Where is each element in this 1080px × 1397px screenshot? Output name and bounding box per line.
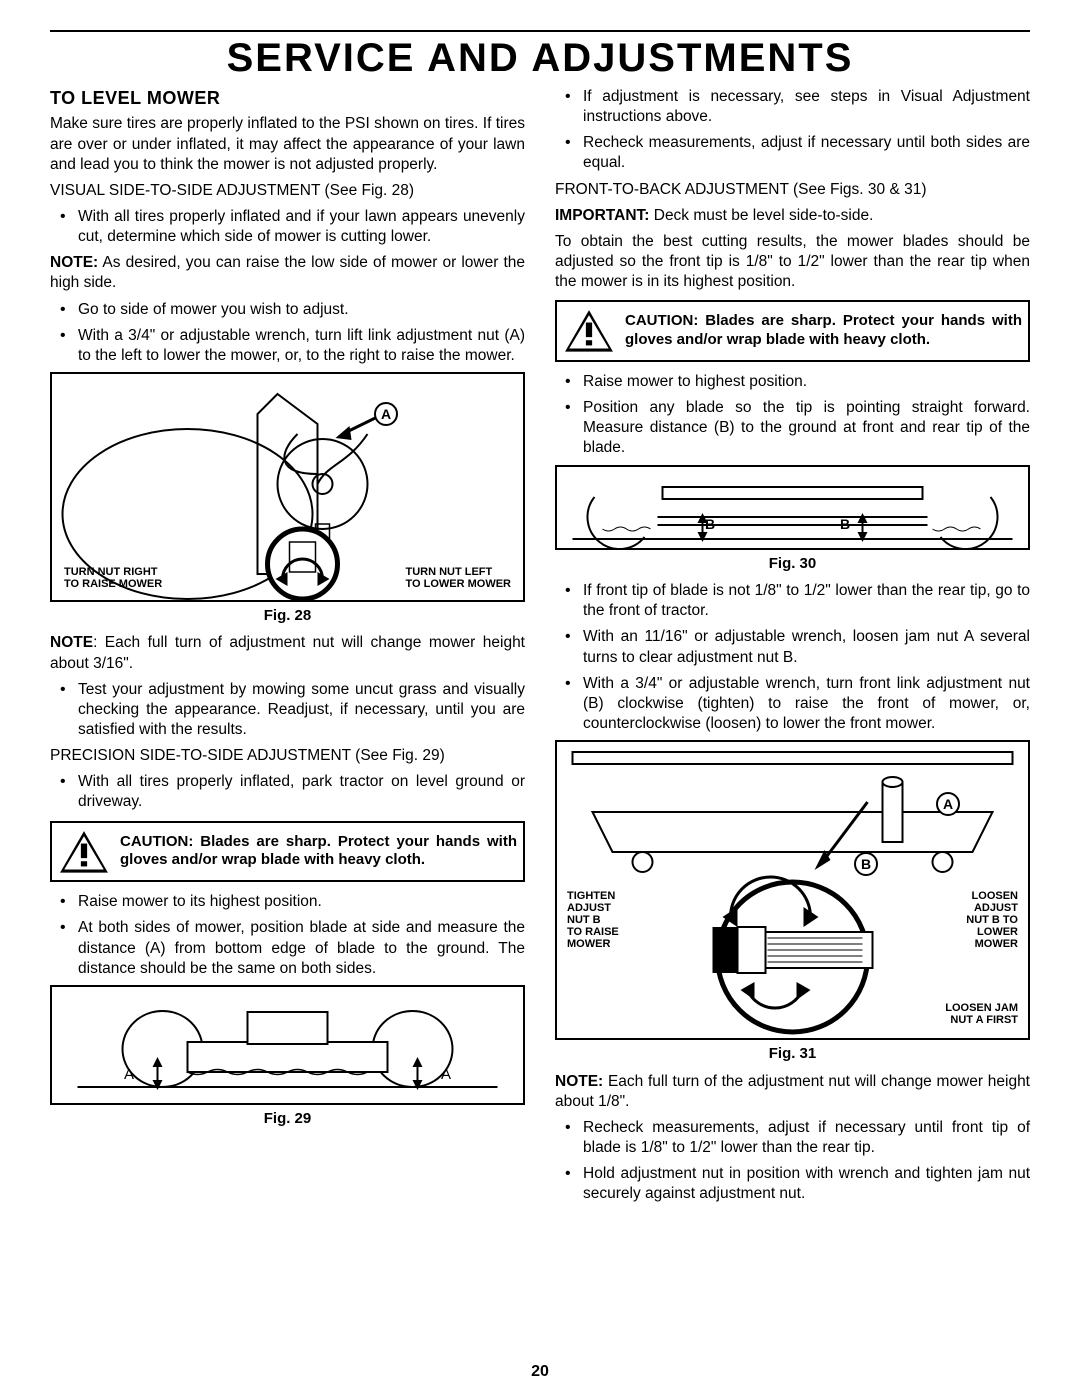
fig31-caption: Fig. 31 — [555, 1044, 1030, 1064]
bullet: At both sides of mower, position blade a… — [50, 918, 525, 978]
fig31-tl-text: TIGHTEN ADJUST NUT B TO RAISE MOWER — [567, 890, 619, 950]
bullet: With a 3/4" or adjustable wrench, turn f… — [555, 674, 1030, 734]
bullet: If adjustment is necessary, see steps in… — [555, 87, 1030, 127]
caution-text: CAUTION: Blades are sharp. Protect your … — [120, 833, 517, 871]
text: TO LOWER MOWER — [405, 578, 511, 590]
intro-text: Make sure tires are properly inflated to… — [50, 114, 525, 174]
text: TIGHTEN — [567, 890, 615, 902]
note-text: Each full turn of the adjustment nut wil… — [555, 1073, 1030, 1110]
bullet: With an 11/16" or adjustable wrench, loo… — [555, 627, 1030, 667]
figure-31-svg — [557, 742, 1028, 1038]
fig31-tr-text: LOOSEN ADJUST NUT B TO LOWER MOWER — [966, 890, 1018, 950]
text: MOWER — [567, 938, 610, 950]
note: NOTE: Each full turn of adjustment nut w… — [50, 633, 525, 673]
text: NUT A FIRST — [950, 1014, 1018, 1026]
figure-29: A A — [50, 985, 525, 1105]
fig28-right-text: TURN NUT LEFT TO LOWER MOWER — [405, 566, 511, 590]
important-label: IMPORTANT: — [555, 207, 649, 224]
page-number: 20 — [0, 1363, 1080, 1381]
warning-icon — [58, 829, 110, 875]
warning-icon — [563, 308, 615, 354]
figure-30: B B — [555, 465, 1030, 550]
columns: TO LEVEL MOWER Make sure tires are prope… — [50, 87, 1030, 1210]
text: NUT B TO — [966, 914, 1018, 926]
bullet: With a 3/4" or adjustable wrench, turn l… — [50, 326, 525, 366]
figure-30-svg — [557, 467, 1028, 548]
fig31-br-text: LOOSEN JAM NUT A FIRST — [945, 1002, 1018, 1026]
bullet: Recheck measurements, adjust if necessar… — [555, 133, 1030, 173]
note-text: As desired, you can raise the low side o… — [50, 254, 525, 291]
text: TURN NUT RIGHT — [64, 566, 158, 578]
text: MOWER — [975, 938, 1018, 950]
text: ADJUST — [974, 902, 1018, 914]
caution-box: CAUTION: Blades are sharp. Protect your … — [50, 821, 525, 883]
text: TO RAISE — [567, 926, 619, 938]
bullet: If front tip of blade is not 1/8" to 1/2… — [555, 581, 1030, 621]
note-label: NOTE — [50, 634, 93, 651]
page-title: SERVICE AND ADJUSTMENTS — [50, 36, 1030, 81]
fig30-caption: Fig. 30 — [555, 554, 1030, 574]
bullet: Raise mower to its highest position. — [50, 892, 525, 912]
note-label: NOTE: — [50, 254, 98, 271]
label-a: A — [374, 402, 398, 426]
fig28-caption: Fig. 28 — [50, 606, 525, 626]
text: ADJUST — [567, 902, 611, 914]
caution-text: CAUTION: Blades are sharp. Protect your … — [625, 312, 1022, 350]
front-heading: FRONT-TO-BACK ADJUSTMENT (See Figs. 30 &… — [555, 180, 1030, 200]
top-rule — [50, 30, 1030, 32]
note-label: NOTE: — [555, 1073, 603, 1090]
text: LOOSEN — [972, 890, 1018, 902]
bullet: Recheck measurements, adjust if necessar… — [555, 1118, 1030, 1158]
figure-31: A B TIGHTEN ADJUST NUT B TO RAISE MOWER … — [555, 740, 1030, 1040]
label-b: B — [854, 852, 878, 876]
text: NUT B — [567, 914, 601, 926]
text: TO RAISE MOWER — [64, 578, 162, 590]
label-b: B — [705, 515, 715, 533]
fig28-left-text: TURN NUT RIGHT TO RAISE MOWER — [64, 566, 162, 590]
left-column: TO LEVEL MOWER Make sure tires are prope… — [50, 87, 525, 1210]
label-a: A — [124, 1065, 134, 1085]
figure-29-svg — [52, 987, 523, 1103]
bullet: Position any blade so the tip is pointin… — [555, 398, 1030, 458]
caution-box: CAUTION: Blades are sharp. Protect your … — [555, 300, 1030, 362]
bullet: With all tires properly inflated, park t… — [50, 772, 525, 812]
note: NOTE: Each full turn of the adjustment n… — [555, 1072, 1030, 1112]
note: NOTE: As desired, you can raise the low … — [50, 253, 525, 293]
important-text: Deck must be level side-to-side. — [649, 207, 873, 224]
right-column: If adjustment is necessary, see steps in… — [555, 87, 1030, 1210]
important: IMPORTANT: Deck must be level side-to-si… — [555, 206, 1030, 226]
text: LOWER — [977, 926, 1018, 938]
section-heading: TO LEVEL MOWER — [50, 87, 525, 110]
bullet: Go to side of mower you wish to adjust. — [50, 300, 525, 320]
bullet: Hold adjustment nut in position with wre… — [555, 1164, 1030, 1204]
fig29-caption: Fig. 29 — [50, 1109, 525, 1129]
paragraph: To obtain the best cutting results, the … — [555, 232, 1030, 292]
precision-heading: PRECISION SIDE-TO-SIDE ADJUSTMENT (See F… — [50, 746, 525, 766]
label-a: A — [441, 1065, 451, 1085]
label-b: B — [840, 515, 850, 533]
visual-heading: VISUAL SIDE-TO-SIDE ADJUSTMENT (See Fig.… — [50, 181, 525, 201]
bullet: Raise mower to highest position. — [555, 372, 1030, 392]
text: LOOSEN JAM — [945, 1002, 1018, 1014]
label-a: A — [936, 792, 960, 816]
figure-28: A TURN NUT RIGHT TO RAISE MOWER TURN NUT… — [50, 372, 525, 602]
text: TURN NUT LEFT — [405, 566, 492, 578]
bullet: With all tires properly inflated and if … — [50, 207, 525, 247]
bullet: Test your adjustment by mowing some uncu… — [50, 680, 525, 740]
note-text: : Each full turn of adjustment nut will … — [50, 634, 525, 671]
